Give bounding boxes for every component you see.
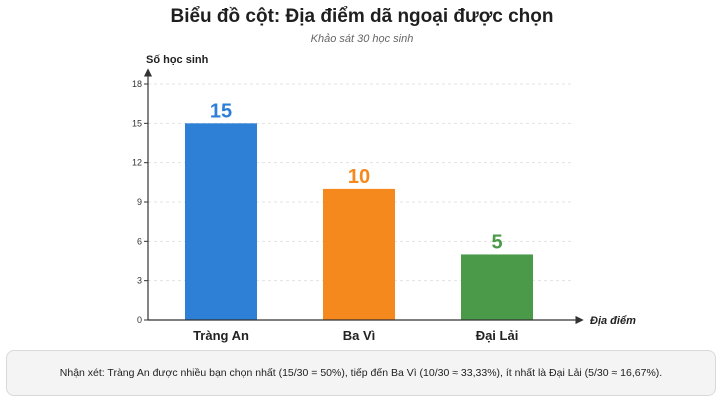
x-tick-label: Đại Lải — [476, 328, 519, 343]
summary-note: Nhận xét: Tràng An được nhiều bạn chọn n… — [6, 350, 716, 396]
bar — [185, 123, 257, 320]
y-tick-label: 0 — [137, 315, 142, 325]
data-label: 5 — [491, 231, 502, 253]
chart-subtitle: Khảo sát 30 học sinh — [310, 33, 414, 45]
x-tick-labels: Tràng An Ba Vì Đại Lải — [193, 328, 518, 343]
y-tick-label: 12 — [132, 158, 142, 168]
y-axis-label: Số học sinh — [146, 54, 209, 66]
data-labels: 15 10 5 — [210, 100, 503, 253]
y-tick-label: 9 — [137, 197, 142, 207]
y-tick-label: 18 — [132, 79, 142, 89]
x-axis-label: Địa điểm — [590, 315, 636, 327]
y-tick-label: 3 — [137, 276, 142, 286]
y-tick-label: 6 — [137, 236, 142, 246]
y-ticks: 0 3 6 9 12 15 18 — [132, 79, 148, 325]
bars — [185, 123, 533, 320]
chart-title: Biểu đồ cột: Địa điểm dã ngoại được chọn — [170, 6, 554, 27]
x-tick-label: Tràng An — [193, 328, 249, 343]
bar — [323, 188, 395, 320]
bar-chart: 0 3 6 9 12 15 18 Tràng An Ba Vì Đại Lải 15 10 5 Số… — [132, 54, 636, 343]
data-label: 10 — [348, 166, 370, 188]
x-tick-label: Ba Vì — [343, 328, 376, 343]
y-tick-label: 15 — [132, 118, 142, 128]
bar — [461, 254, 533, 320]
data-label: 15 — [210, 100, 232, 122]
